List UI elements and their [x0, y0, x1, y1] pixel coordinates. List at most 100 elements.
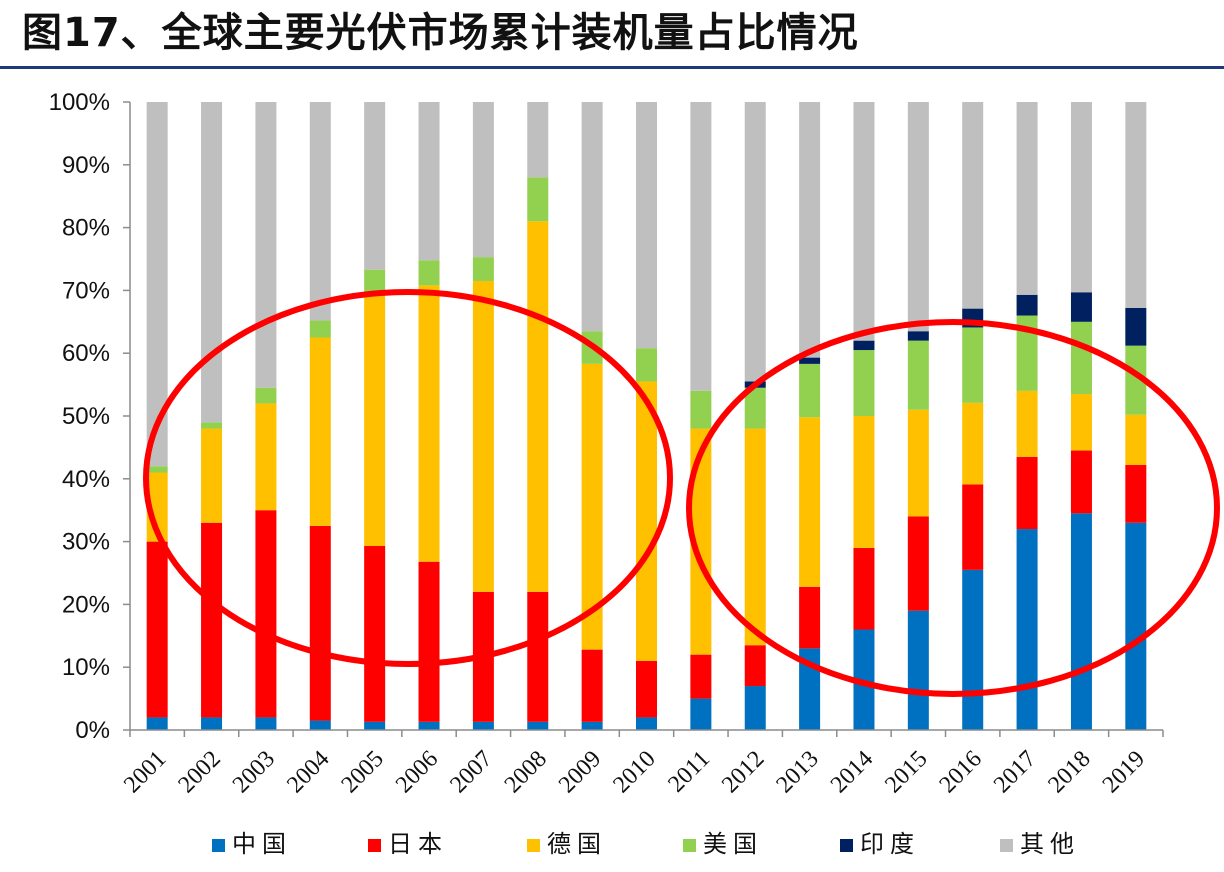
annotation-ellipse-2: [686, 319, 1220, 697]
bar-segment-2013-5: [799, 102, 821, 358]
bar-segment-2001-3: [146, 466, 168, 473]
legend-label-1: 日本: [388, 830, 448, 858]
legend-swatch-3: [683, 839, 696, 852]
y-tick-label: 10%: [62, 654, 110, 681]
bar-segment-2011-0: [690, 698, 712, 730]
x-tick-label-2006: 2006: [391, 746, 443, 798]
legend-label-4: 印度: [860, 830, 920, 858]
legend-swatch-5: [1000, 839, 1013, 852]
bar-segment-2018-0: [1070, 513, 1092, 730]
bar-segment-2010-5: [636, 102, 657, 349]
bar-segment-2004-2: [309, 337, 331, 526]
y-tick-label: 60%: [62, 340, 110, 367]
legend-swatch-1: [368, 839, 381, 852]
bar-segment-2007-3: [472, 257, 494, 281]
x-tick-label-2011: 2011: [663, 746, 715, 798]
bar-segment-2019-3: [1125, 345, 1147, 415]
bar-segment-2002-5: [201, 102, 223, 423]
bar-segment-2015-4: [907, 331, 929, 341]
y-tick-label: 0%: [75, 717, 110, 744]
bar-segment-2012-0: [744, 686, 766, 730]
bar-segment-2007-0: [472, 721, 494, 730]
bar-segment-2016-0: [962, 569, 984, 730]
bar-segment-2016-3: [962, 327, 984, 403]
bar-segment-2006-1: [418, 561, 440, 722]
bar-segment-2003-3: [255, 387, 277, 404]
bar-segment-2015-0: [907, 610, 929, 730]
bar-segment-2012-5: [744, 102, 766, 382]
bar-segment-2002-2: [201, 428, 223, 523]
y-tick-label: 20%: [62, 591, 110, 618]
annotations-layer: [143, 289, 1220, 697]
y-tick-label: 40%: [62, 466, 110, 493]
bar-segment-2013-4: [799, 357, 821, 364]
bar-segment-2004-3: [309, 320, 331, 338]
bar-segment-2018-1: [1070, 450, 1092, 514]
chart-title: 图17、全球主要光伏市场累计装机量占比情况: [22, 10, 859, 56]
bar-segment-2001-1: [146, 541, 168, 718]
bar-segment-2003-0: [255, 717, 277, 730]
bar-segment-2011-3: [690, 390, 712, 429]
x-tick-label-2018: 2018: [1043, 746, 1095, 798]
bar-segment-2005-1: [364, 546, 386, 722]
bar-segment-2004-0: [309, 720, 331, 730]
bar-segment-2015-3: [907, 340, 929, 410]
bar-segment-2005-5: [364, 102, 386, 270]
bar-segment-2006-0: [418, 721, 440, 730]
bar-segment-2017-3: [1016, 315, 1038, 391]
bar-segment-2002-0: [201, 717, 223, 730]
bar-segment-2006-5: [418, 102, 440, 261]
x-tick-label-2019: 2019: [1098, 746, 1150, 798]
x-tick-label-2004: 2004: [282, 746, 334, 798]
y-tick-label: 50%: [62, 403, 110, 430]
bar-segment-2017-2: [1016, 390, 1038, 457]
bar-segment-2014-2: [853, 416, 875, 548]
bar-segment-2016-2: [962, 402, 984, 485]
legend-label-5: 其他: [1020, 830, 1080, 858]
bar-segment-2016-5: [962, 102, 984, 309]
bar-segment-2017-5: [1016, 102, 1038, 295]
bar-segment-2014-0: [853, 629, 875, 730]
x-tick-label-2005: 2005: [337, 746, 389, 798]
bar-segment-2003-5: [255, 102, 277, 388]
bar-segment-2012-2: [744, 428, 766, 646]
bar-segment-2003-1: [255, 510, 277, 718]
legend-swatch-2: [527, 839, 540, 852]
bar-segment-2006-3: [418, 260, 440, 286]
bar-segment-2010-3: [636, 348, 657, 382]
bars-layer: [146, 102, 1147, 730]
bar-segment-2015-5: [907, 102, 929, 332]
bar-segment-2019-5: [1125, 102, 1147, 308]
bar-segment-2017-1: [1016, 456, 1038, 530]
bar-segment-2011-2: [690, 428, 712, 655]
bar-segment-2004-5: [309, 102, 331, 321]
bar-segment-2001-0: [146, 717, 168, 730]
x-tick-label-2015: 2015: [880, 746, 932, 798]
bar-segment-2005-2: [364, 291, 386, 546]
bar-segment-2017-4: [1016, 294, 1038, 316]
bar-segment-2009-1: [581, 649, 603, 722]
bar-segment-2007-5: [472, 102, 494, 258]
bar-segment-2018-5: [1070, 102, 1092, 293]
x-tick-label-2014: 2014: [826, 746, 878, 798]
bar-segment-2003-2: [255, 403, 277, 511]
legend-label-0: 中国: [232, 830, 292, 858]
bar-segment-2008-3: [527, 177, 549, 222]
y-tick-label: 30%: [62, 529, 110, 556]
bar-segment-2019-0: [1125, 522, 1147, 730]
bar-segment-2013-2: [799, 417, 821, 587]
x-tick-label-2016: 2016: [935, 746, 987, 798]
x-tick-label-2009: 2009: [554, 746, 606, 798]
x-tick-label-2012: 2012: [717, 746, 769, 798]
bar-segment-2002-3: [201, 422, 223, 429]
title-rule: [0, 66, 1224, 69]
bar-segment-2014-5: [853, 102, 875, 341]
x-tick-label-2017: 2017: [989, 746, 1041, 798]
legend-label-3: 美国: [703, 830, 763, 858]
legend: 中国 日本 德国 美国 印度 其他: [212, 830, 1080, 858]
bar-segment-2005-3: [364, 269, 386, 292]
legend-swatch-4: [840, 839, 853, 852]
x-tick-label-2013: 2013: [772, 746, 824, 798]
bar-segment-2018-3: [1070, 321, 1092, 395]
